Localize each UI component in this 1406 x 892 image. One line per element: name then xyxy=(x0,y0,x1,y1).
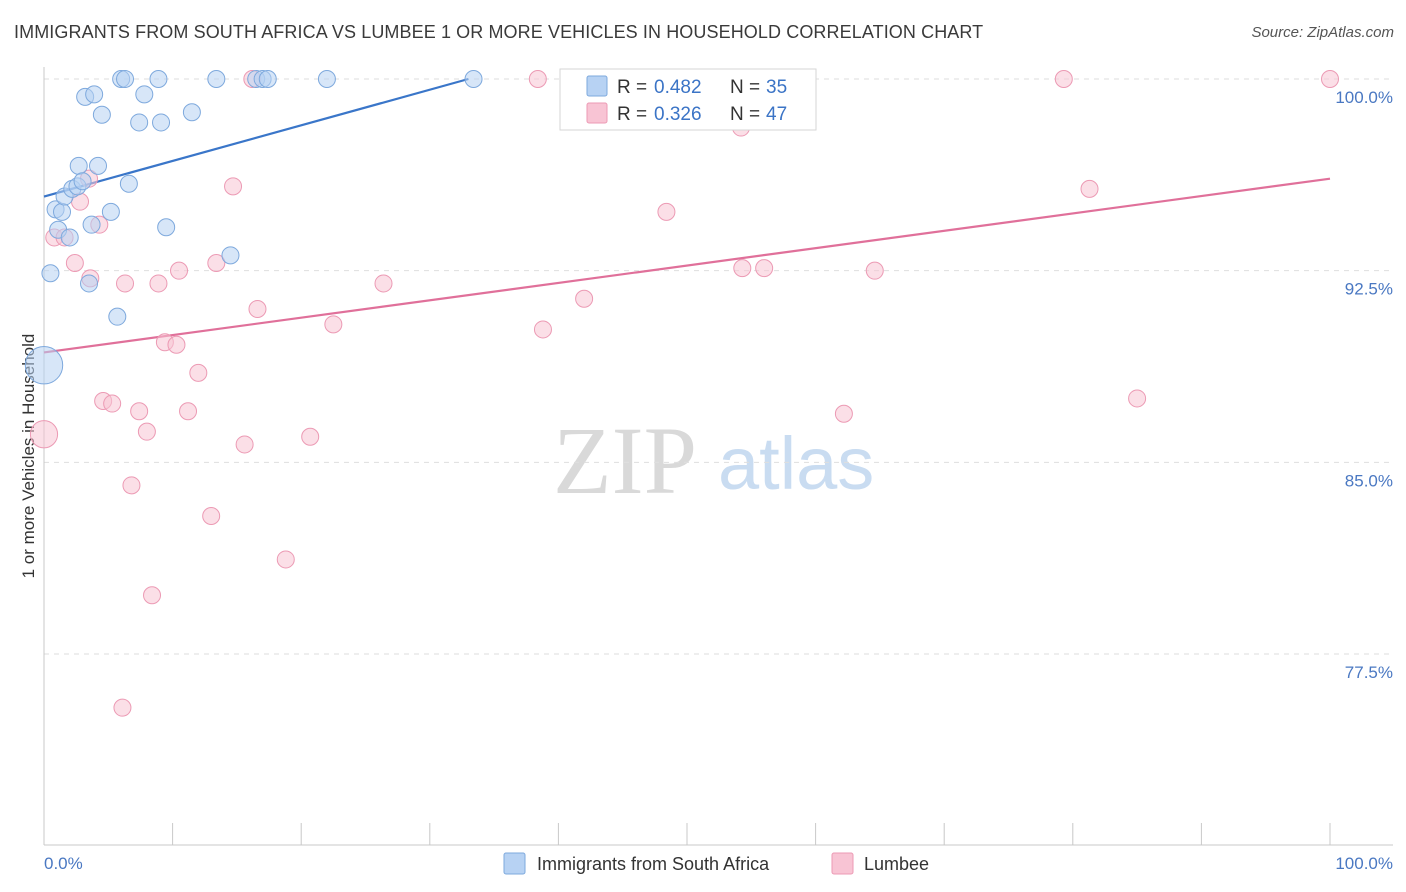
series-legend: Immigrants from South Africa Lumbee xyxy=(503,852,929,875)
point-pink xyxy=(324,315,343,334)
legend-swatch-blue xyxy=(586,75,608,97)
point-pink xyxy=(65,254,84,272)
trend-line-pink xyxy=(43,177,1331,354)
point-blue xyxy=(157,218,176,237)
point-blue xyxy=(108,307,127,326)
point-pink xyxy=(1321,70,1339,88)
legend-n-label-blue: N = xyxy=(730,77,760,98)
watermark-zip: ZIP xyxy=(553,407,697,514)
legend-n-value-blue: 35 xyxy=(766,77,787,98)
point-blue xyxy=(258,70,277,88)
trend-lines xyxy=(43,77,1331,354)
series-swatch-pink xyxy=(831,852,854,875)
point-pink xyxy=(657,202,676,221)
y-tick-labels: 100.0% 92.5% 85.0% 77.5% xyxy=(1335,88,1393,682)
point-blue xyxy=(119,174,138,193)
point-blue xyxy=(464,70,483,88)
point-pink xyxy=(733,259,752,278)
point-pink xyxy=(865,261,884,280)
point-pink xyxy=(130,402,149,421)
y-tick-label: 92.5% xyxy=(1345,280,1393,299)
point-pink xyxy=(143,586,162,605)
legend-n-label-pink: N = xyxy=(730,104,760,125)
stats-legend: R = 0.482 N = 35 R = 0.326 N = 47 xyxy=(559,68,817,131)
chart-title: IMMIGRANTS FROM SOUTH AFRICA VS LUMBEE 1… xyxy=(14,22,984,42)
point-pink xyxy=(533,320,552,339)
series-swatch-blue xyxy=(503,852,526,875)
watermark-atlas: atlas xyxy=(718,422,874,505)
point-pink xyxy=(301,427,320,446)
point-blue xyxy=(92,105,111,124)
point-pink xyxy=(167,335,186,354)
point-blue xyxy=(60,228,79,247)
point-blue xyxy=(101,202,120,221)
point-pink xyxy=(1054,70,1073,88)
point-blue xyxy=(149,70,168,88)
point-pink xyxy=(528,70,547,88)
point-pink xyxy=(179,402,198,421)
x-tick-label: 100.0% xyxy=(1335,854,1393,873)
point-blue xyxy=(80,274,99,293)
point-pink xyxy=(202,507,221,525)
point-blue xyxy=(85,85,104,104)
point-blue xyxy=(207,70,226,88)
point-pink xyxy=(29,420,59,449)
point-pink xyxy=(755,259,774,278)
point-pink xyxy=(116,274,135,293)
axes xyxy=(43,67,1393,846)
x-tick-label: 0.0% xyxy=(44,854,83,873)
point-pink xyxy=(170,261,189,280)
point-pink xyxy=(122,476,141,495)
point-pink xyxy=(276,550,295,569)
series-label-pink: Lumbee xyxy=(864,854,929,874)
point-pink xyxy=(248,300,267,318)
data-points xyxy=(24,70,1339,717)
point-pink xyxy=(207,254,226,272)
point-blue xyxy=(69,156,88,175)
point-blue xyxy=(73,172,92,191)
point-blue xyxy=(41,264,60,283)
y-tick-label: 100.0% xyxy=(1335,88,1393,107)
point-pink xyxy=(374,274,393,293)
point-pink xyxy=(1080,179,1099,198)
grid-lines xyxy=(44,78,1393,655)
legend-r-value-pink: 0.326 xyxy=(654,104,702,125)
point-blue xyxy=(182,103,201,122)
point-blue xyxy=(221,246,240,265)
legend-r-label-blue: R = xyxy=(617,77,647,98)
point-pink xyxy=(235,435,254,454)
point-blue xyxy=(116,70,135,88)
trend-line-blue xyxy=(43,77,469,198)
point-blue xyxy=(82,215,101,234)
point-blue xyxy=(317,70,336,88)
point-pink xyxy=(149,274,168,293)
point-pink xyxy=(224,177,243,196)
point-blue xyxy=(24,346,64,385)
point-blue xyxy=(152,113,171,132)
point-pink xyxy=(1128,389,1147,408)
legend-r-value-blue: 0.482 xyxy=(654,77,702,98)
x-tick-labels: 0.0% 100.0% xyxy=(44,854,1393,873)
point-pink xyxy=(103,394,122,413)
source-label: Source: ZipAtlas.com xyxy=(1251,24,1394,41)
point-blue xyxy=(130,113,149,132)
point-pink xyxy=(834,404,853,423)
legend-r-label-pink: R = xyxy=(617,104,647,125)
legend-n-value-pink: 47 xyxy=(766,104,787,125)
point-pink xyxy=(189,363,208,382)
y-axis-title: 1 or more Vehicles in Household xyxy=(19,334,38,579)
series-label-blue: Immigrants from South Africa xyxy=(537,854,770,874)
legend-swatch-pink xyxy=(586,102,608,124)
point-blue xyxy=(53,202,72,221)
point-pink xyxy=(575,289,594,308)
point-blue xyxy=(135,85,154,104)
point-blue xyxy=(89,156,108,175)
point-pink xyxy=(113,698,132,717)
y-tick-label: 77.5% xyxy=(1345,663,1393,682)
point-pink xyxy=(137,422,156,441)
y-tick-label: 85.0% xyxy=(1345,471,1393,490)
